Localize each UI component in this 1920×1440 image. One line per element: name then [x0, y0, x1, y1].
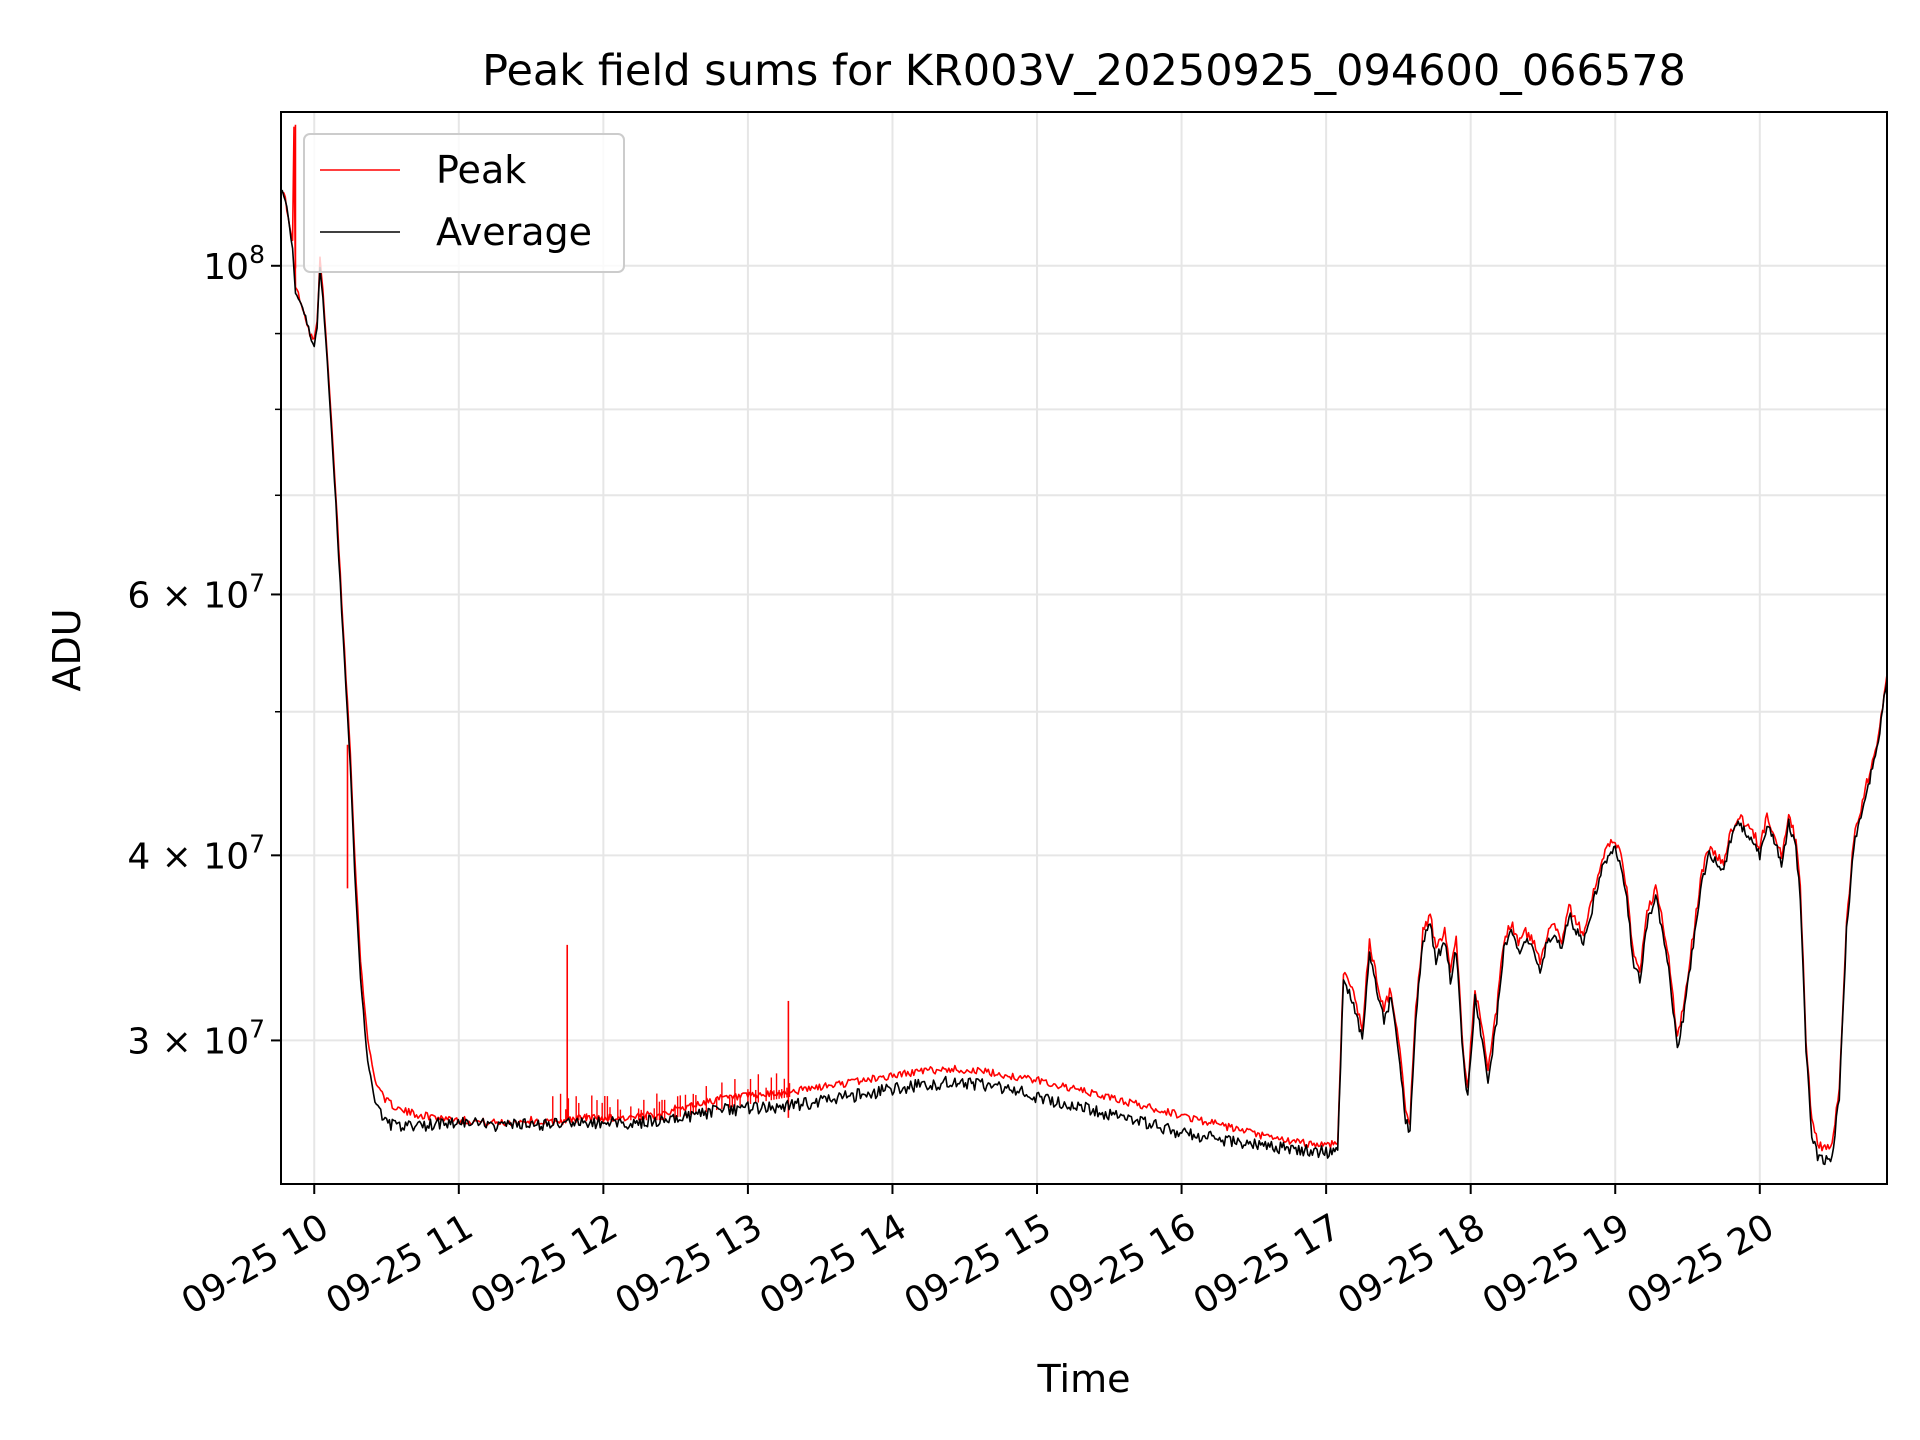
- y-axis-ticks: 3 × 107 4 × 107 6 × 107 108: [127, 240, 281, 1062]
- legend: Peak Average: [303, 133, 625, 273]
- y-tick-label: 108: [203, 240, 265, 288]
- x-axis-label: Time: [1037, 1357, 1131, 1401]
- plot-frame: [280, 111, 1888, 1185]
- series-line-average: [281, 189, 1887, 1166]
- grid: [281, 112, 1887, 1184]
- series-line-peak: [281, 126, 1887, 1152]
- legend-label-peak: Peak: [436, 148, 526, 192]
- chart-title: Peak field sums for KR003V_20250925_0946…: [482, 46, 1686, 96]
- legend-box: [303, 133, 625, 273]
- y-axis-label: ADU: [45, 608, 89, 691]
- legend-label-average: Average: [436, 210, 592, 254]
- y-tick-label: 6 × 107: [127, 568, 265, 616]
- series-group: [281, 124, 1887, 1166]
- y-tick-label: 4 × 107: [127, 829, 265, 877]
- y-tick-label: 3 × 107: [127, 1014, 265, 1062]
